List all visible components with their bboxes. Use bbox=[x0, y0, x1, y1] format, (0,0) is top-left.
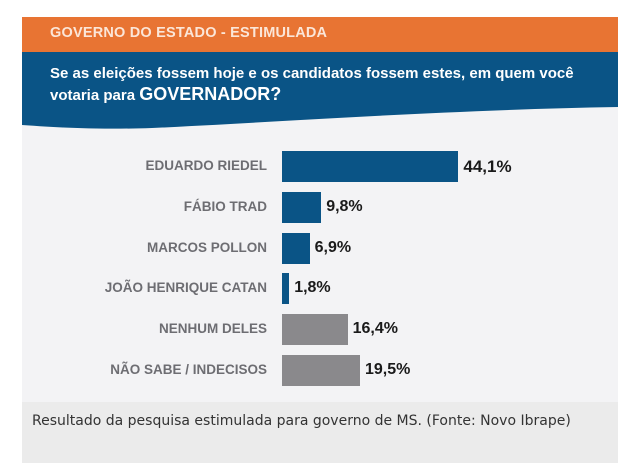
category-label: EDUARDO RIEDEL bbox=[145, 158, 267, 173]
caption-box: Resultado da pesquisa estimulada para go… bbox=[22, 402, 618, 463]
value-label: 1,8% bbox=[294, 279, 331, 297]
value-label: 6,9% bbox=[314, 238, 352, 256]
category-label: NENHUM DELES bbox=[158, 321, 267, 337]
question-banner-shape bbox=[22, 52, 618, 129]
category-label: MARCOS POLLON bbox=[147, 239, 267, 255]
question-text: Se as eleições fossem hoje e os candidat… bbox=[50, 63, 590, 106]
bar bbox=[282, 273, 290, 305]
bar bbox=[282, 314, 348, 346]
category-label: JOÃO HENRIQUE CATAN bbox=[104, 280, 267, 296]
category-label: NÃO SABE / INDECISOS bbox=[110, 362, 267, 377]
bar bbox=[282, 355, 360, 386]
chart-card: GOVERNO DO ESTADO - ESTIMULADA Se as ele… bbox=[22, 17, 618, 402]
value-label: 9,8% bbox=[326, 197, 363, 215]
value-label: 44,1% bbox=[463, 157, 512, 176]
value-label: 19,5% bbox=[365, 361, 411, 378]
category-label: FÁBIO TRAD bbox=[183, 198, 267, 214]
chart-title: GOVERNO DO ESTADO - ESTIMULADA bbox=[50, 25, 328, 41]
question-emphasis: GOVERNADOR? bbox=[139, 84, 282, 104]
question-main: Se as eleições fossem hoje e os candidat… bbox=[50, 65, 574, 104]
bar bbox=[282, 151, 459, 182]
bar bbox=[282, 191, 322, 223]
header-band: GOVERNO DO ESTADO - ESTIMULADA bbox=[22, 17, 618, 53]
bar-chart: EDUARDO RIEDEL 44,1% FÁBIO TRAD 9,8% MARCOS … bbox=[22, 17, 618, 402]
value-label: 16,4% bbox=[352, 320, 398, 338]
caption-text: Resultado da pesquisa estimulada para go… bbox=[32, 413, 571, 429]
question-banner bbox=[22, 52, 618, 129]
bar bbox=[282, 232, 310, 264]
